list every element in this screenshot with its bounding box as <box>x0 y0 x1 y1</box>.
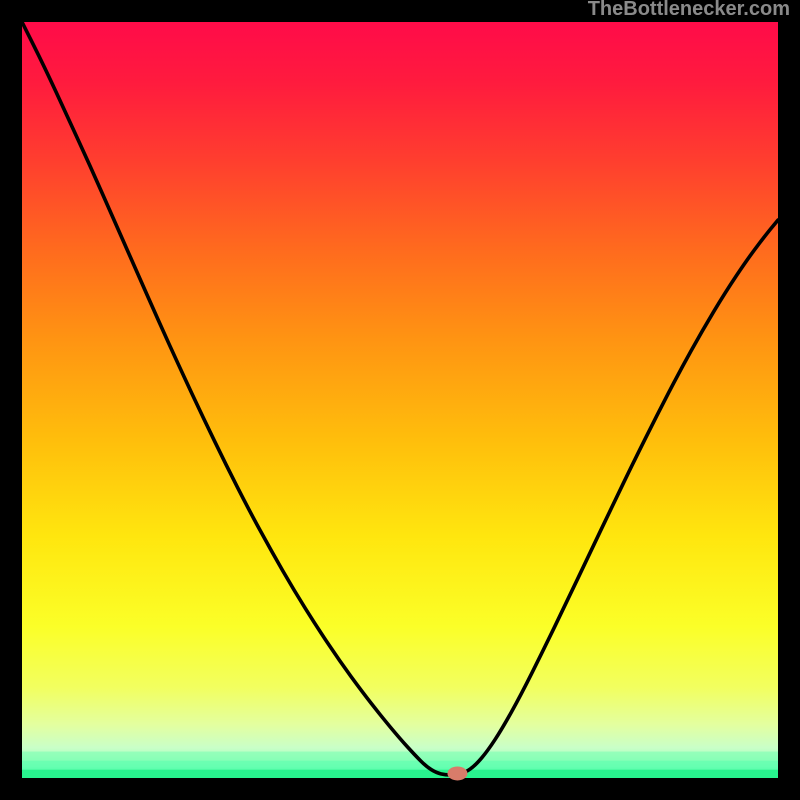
minimum-marker <box>447 766 467 780</box>
bottleneck-chart <box>0 0 800 800</box>
green-band-0 <box>22 752 778 761</box>
watermark: TheBottlenecker.com <box>588 0 790 21</box>
green-band-1 <box>22 761 778 770</box>
green-band-2 <box>22 770 778 778</box>
